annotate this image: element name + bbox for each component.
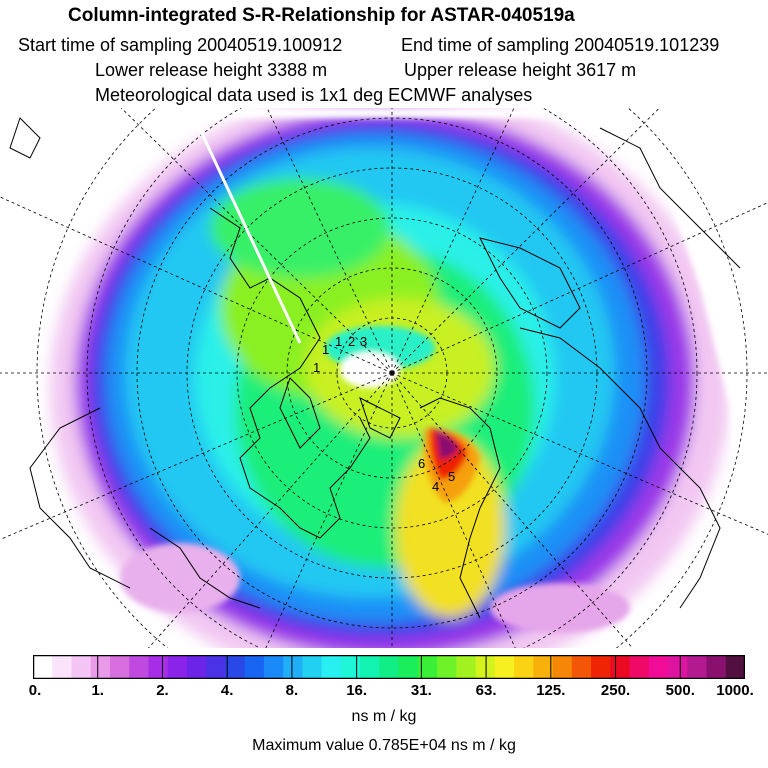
color-swatch bbox=[398, 655, 419, 679]
color-scale-tick-label: 31. bbox=[410, 682, 432, 699]
lower-release-label: Lower release height 3388 m bbox=[95, 60, 328, 80]
color-scale-tick-label: 63. bbox=[475, 682, 497, 699]
color-swatch bbox=[302, 655, 323, 679]
color-swatch bbox=[148, 655, 169, 679]
color-swatch bbox=[283, 655, 303, 679]
map-label: 6 bbox=[418, 456, 425, 471]
color-scale-tick-label: 4. bbox=[220, 682, 234, 699]
upper-release-label: Upper release height 3617 m bbox=[404, 60, 637, 80]
color-swatch bbox=[552, 655, 573, 679]
map-label: 1 bbox=[313, 360, 320, 375]
color-scale-tick-label: 2. bbox=[156, 682, 169, 699]
color-swatch bbox=[456, 655, 477, 679]
color-swatch bbox=[591, 655, 611, 679]
sensitivity-map: 1 1 2 3 4 5 6 1 bbox=[0, 108, 768, 648]
high-sensitivity-core bbox=[325, 326, 480, 503]
color-scale-tick-label: 1000. bbox=[716, 682, 754, 699]
flight-track bbox=[188, 108, 302, 344]
color-scale-tick-label: 8. bbox=[285, 682, 299, 699]
color-swatch bbox=[129, 655, 150, 679]
color-swatch bbox=[494, 655, 515, 679]
color-swatch bbox=[533, 655, 554, 679]
color-swatch bbox=[167, 655, 188, 679]
color-swatch bbox=[186, 655, 207, 679]
color-swatch bbox=[71, 655, 92, 679]
color-swatch bbox=[340, 655, 361, 679]
color-scale-tick-label: 500. bbox=[665, 682, 695, 699]
map-label: 2 bbox=[348, 334, 355, 349]
color-swatch bbox=[514, 655, 534, 679]
color-swatch bbox=[571, 655, 592, 679]
color-swatch bbox=[687, 655, 708, 679]
coastlines bbox=[9, 117, 741, 619]
map-annotations: 1 1 2 3 4 5 6 1 bbox=[313, 334, 455, 494]
map-label: 1 bbox=[335, 334, 342, 349]
color-swatch bbox=[109, 655, 130, 679]
color-swatch bbox=[90, 655, 111, 679]
color-swatch bbox=[52, 655, 73, 679]
color-swatch bbox=[629, 655, 650, 679]
color-swatch bbox=[475, 655, 496, 679]
color-swatch bbox=[668, 655, 688, 679]
color-swatch bbox=[263, 655, 284, 679]
met-data-label: Meteorological data used is 1x1 deg ECMW… bbox=[95, 85, 533, 105]
map-label: 1 bbox=[322, 342, 329, 357]
start-time-label: Start time of sampling 20040519.100912 bbox=[18, 35, 343, 55]
color-swatch bbox=[648, 655, 669, 679]
color-scale-tick-label: 1. bbox=[91, 682, 104, 699]
color-swatch bbox=[33, 655, 53, 679]
color-swatch bbox=[706, 655, 727, 679]
map-label: 4 bbox=[432, 479, 439, 494]
color-scale-border bbox=[33, 655, 745, 679]
color-swatch bbox=[379, 655, 400, 679]
plot-title: Column-integrated S-R-Relationship for A… bbox=[68, 5, 575, 26]
map-label: 5 bbox=[448, 469, 455, 484]
color-scale-bar bbox=[33, 655, 745, 679]
color-swatch bbox=[225, 655, 246, 679]
color-swatch bbox=[206, 655, 227, 679]
color-swatch bbox=[360, 655, 380, 679]
color-swatch bbox=[725, 655, 745, 679]
color-swatch bbox=[244, 655, 265, 679]
color-scale-tick-label: 0. bbox=[28, 682, 42, 699]
color-swatch bbox=[437, 655, 457, 679]
units-label: ns m / kg bbox=[351, 708, 417, 725]
map-label: 3 bbox=[360, 334, 367, 349]
color-swatch bbox=[321, 655, 342, 679]
end-time-label: End time of sampling 20040519.101239 bbox=[401, 35, 720, 55]
color-scale-tick-label: 250. bbox=[600, 682, 631, 699]
maximum-value-label: Maximum value 0.785E+04 ns m / kg bbox=[252, 737, 516, 754]
color-swatch bbox=[417, 655, 438, 679]
color-scale-tick-label: 16. bbox=[346, 682, 368, 699]
color-scale-tick-label: 125. bbox=[536, 682, 566, 699]
longitude-grid bbox=[0, 108, 768, 648]
color-swatch bbox=[610, 655, 631, 679]
